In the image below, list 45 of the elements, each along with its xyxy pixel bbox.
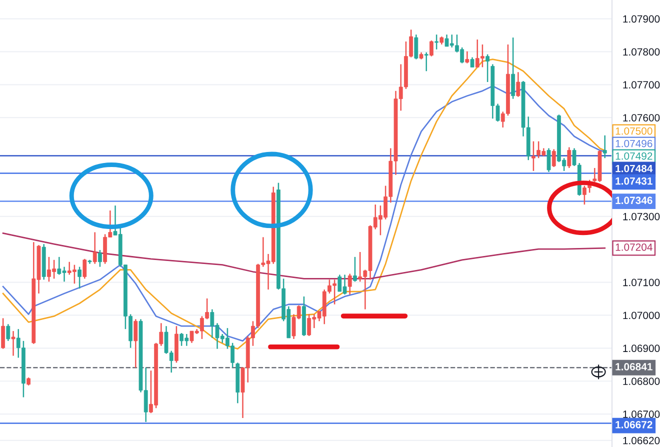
ref-line-label: 1.07346 [616,196,652,204]
y-tick-label: 1.07700 [623,81,660,89]
ref-line-label: 1.06841 [616,363,652,370]
candlestick [516,72,520,98]
ref-line-label: 1.06672 [616,420,652,428]
y-tick-label: 1.07600 [623,114,660,122]
candlestick [465,50,470,64]
ref-line-label: 1.07484 [616,164,653,172]
candlestick [134,318,138,368]
candlestick [532,140,536,172]
candlestick [6,324,10,342]
y-tick-label: 1.06900 [623,344,660,352]
candlestick [511,36,516,100]
y-tick-label: 1.07100 [623,278,660,286]
candlestick [434,34,439,50]
text: 1.07204 [616,243,652,251]
candlestick [11,330,16,356]
candlestick [546,148,551,173]
y-tick-label: 1.06800 [623,378,660,385]
y-tick-label: 1.07300 [623,212,660,220]
candlestick [470,56,474,68]
y-tick-label: 1.06620 [623,436,660,444]
candlestick [567,146,572,169]
candlestick [552,148,556,168]
candlestick [602,134,607,159]
candlestick [82,258,87,280]
y-tick-label: 1.06700 [623,410,660,418]
text: 1.07492 [616,152,652,160]
candlestick [430,40,434,57]
candlestick [92,232,97,264]
text: 1.07496 [616,140,652,148]
ref-line-label: 1.07431 [616,177,652,185]
line-series [2,232,606,280]
candlestick [486,54,490,83]
candlestick [424,52,428,72]
candlestick [98,249,102,268]
candlestick [414,34,418,60]
candlestick [353,256,357,282]
y-tick-label: 1.07900 [623,15,660,23]
candlestick [78,266,82,290]
y-tick-label: 1.07000 [623,312,660,320]
text: 1.07500 [616,127,652,135]
candlestick [1,318,6,350]
y-tick-label: 1.07800 [623,48,660,56]
candlestick [348,273,352,296]
